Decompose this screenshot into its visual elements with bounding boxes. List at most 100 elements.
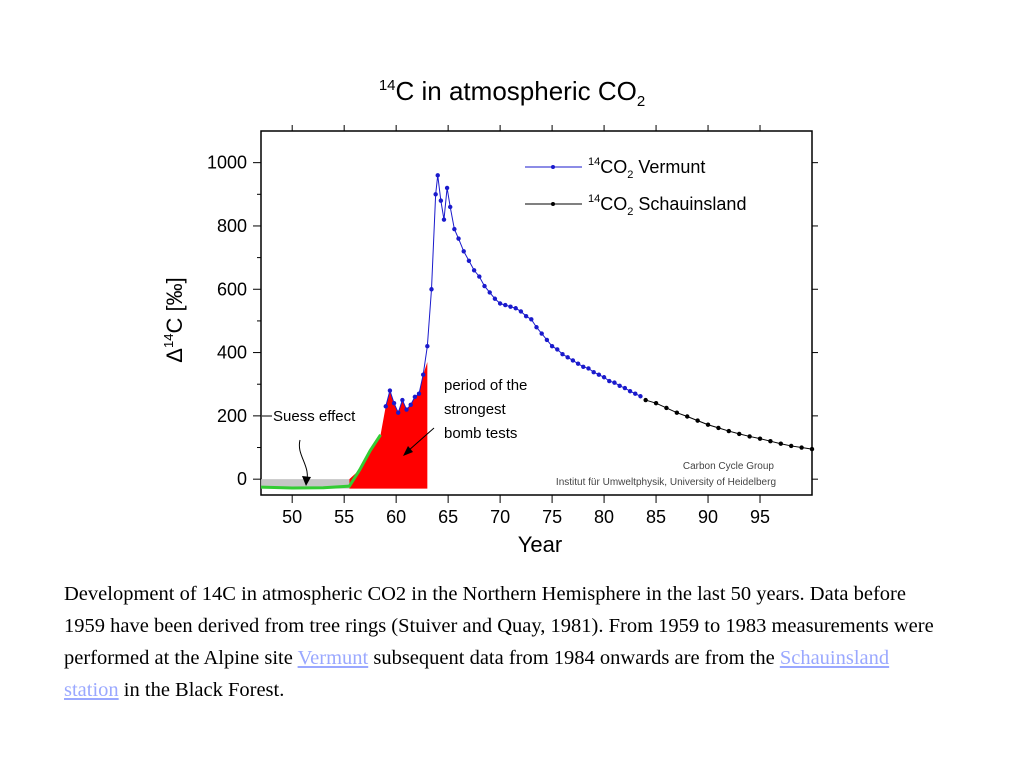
- series-0-point-4: [400, 397, 405, 403]
- series-0-point-10: [425, 344, 430, 349]
- suess-arrowhead: [302, 476, 311, 486]
- bomb-tests-line2: strongest: [444, 401, 507, 418]
- legend-schau-sub: 2: [627, 206, 633, 218]
- chart-title-sub: 2: [637, 93, 645, 110]
- series-0-point-34: [534, 325, 539, 330]
- chart-title-main: C in atmospheric CO: [396, 76, 637, 106]
- series-1-point-7: [716, 425, 721, 431]
- y-tick-label-200: 200: [217, 406, 247, 426]
- series-1-point-11: [757, 436, 763, 441]
- series-0-point-14: [438, 198, 444, 203]
- legend-schau-name: CO: [600, 194, 627, 214]
- x-tick-label-60: 60: [386, 507, 406, 527]
- bomb-tests-line1: period of the: [444, 377, 527, 394]
- y-axis-label-sup: 14: [161, 334, 176, 348]
- series-0-point-39: [560, 351, 565, 357]
- series-0-point-42: [575, 361, 581, 366]
- series-0-point-52: [627, 388, 633, 394]
- credit: Carbon Cycle Group Institut für Umweltph…: [556, 461, 776, 488]
- schauinsland-station-link[interactable]: Schauinsland station: [64, 647, 890, 701]
- tree-ring-line: [260, 434, 382, 490]
- series-0-point-41: [570, 358, 576, 363]
- bomb-tests-arrow: [407, 427, 435, 452]
- chart-points: [383, 173, 815, 452]
- series-0-point-31: [518, 309, 524, 314]
- series-0-point-24: [482, 283, 487, 289]
- series-1-point-1: [653, 401, 659, 406]
- series-0-point-43: [581, 364, 586, 370]
- credit-line-1: Carbon Cycle Group: [683, 461, 775, 472]
- series-1-point-6: [705, 422, 711, 427]
- figure-caption: Development of 14C in atmospheric CO2 in…: [64, 578, 944, 706]
- bomb-tests-arrowhead: [403, 446, 413, 456]
- series-0-point-3: [396, 410, 401, 415]
- series-0-point-32: [523, 313, 529, 319]
- series-1-point-13: [778, 441, 784, 446]
- series-1-point-16: [809, 446, 815, 452]
- legend-marker-vermunt: [551, 165, 555, 169]
- series-0-point-45: [591, 369, 596, 375]
- series-1-point-0: [643, 397, 648, 403]
- legend-label-schauinsland: 14CO2 Schauinsland: [588, 193, 746, 218]
- series-0-point-30: [513, 306, 518, 311]
- series-0-point-9: [420, 372, 426, 377]
- x-tick-label-95: 95: [750, 507, 770, 527]
- series-0-point-47: [601, 375, 607, 380]
- series-0-point-8: [416, 391, 422, 396]
- x-tick-label-85: 85: [646, 507, 666, 527]
- series-0-point-5: [404, 407, 409, 412]
- series-0-point-22: [471, 268, 477, 273]
- series-1-point-9: [737, 431, 742, 437]
- series-0-point-49: [612, 380, 617, 385]
- series-1-point-8: [726, 428, 732, 434]
- legend-label-vermunt: 14CO2 Vermunt: [588, 156, 705, 181]
- y-tick-label-800: 800: [217, 216, 247, 236]
- vermunt-link[interactable]: Vermunt: [297, 647, 369, 669]
- chart-lines: [260, 175, 813, 490]
- series-0-point-38: [555, 347, 560, 352]
- series-0-point-37: [549, 344, 555, 349]
- series-0-point-6: [408, 402, 413, 407]
- series-1-point-4: [685, 414, 690, 419]
- legend-vermunt-name: CO: [600, 157, 627, 177]
- series-1-point-5: [695, 418, 700, 423]
- series-1-point-14: [789, 443, 794, 449]
- axis-ticks: 50 55 60 65 70 75 80 85 90 95 0 200 400 600 800 1000: [207, 125, 818, 527]
- chart-title-sup: 14: [379, 77, 396, 94]
- series-0-point-51: [622, 385, 628, 391]
- series-0-point-7: [412, 394, 418, 400]
- suess-effect-label: Suess effect: [273, 408, 356, 425]
- chart-title: 14C in atmospheric CO2: [379, 76, 645, 110]
- series-1-point-3: [674, 410, 680, 415]
- series-0-point-50: [617, 383, 622, 388]
- series-0-point-44: [586, 366, 591, 371]
- series-0-point-2: [391, 401, 397, 406]
- series-1-point-2: [664, 405, 669, 411]
- x-tick-label-80: 80: [594, 507, 614, 527]
- caption-text-2: subsequent data from 1984 onwards are fr…: [368, 647, 780, 669]
- caption-text-1: Development of 14C in atmospheric CO2 in…: [64, 583, 934, 669]
- series-0-point-46: [596, 372, 602, 377]
- annotation-bomb-tests: period of the strongest bomb tests: [403, 377, 527, 456]
- y-axis-label-prefix: Δ: [162, 348, 187, 363]
- chart-fills: [261, 362, 428, 489]
- series-0-point-17: [448, 204, 453, 210]
- legend-vermunt-sup: 14: [588, 156, 600, 168]
- series-0-point-19: [456, 236, 461, 241]
- y-tick-label-400: 400: [217, 343, 247, 363]
- series-0-point-21: [466, 258, 472, 263]
- legend-schau-suffix: Schauinsland: [633, 194, 746, 214]
- series-0-point-33: [529, 317, 534, 322]
- bomb-tests-line3: bomb tests: [444, 425, 517, 442]
- y-tick-label-0: 0: [237, 469, 247, 489]
- series-0-point-53: [633, 391, 638, 396]
- series-0-point-54: [638, 394, 643, 399]
- series-1-point-15: [799, 445, 804, 450]
- series-0-point-12: [433, 192, 438, 197]
- x-tick-label-65: 65: [438, 507, 458, 527]
- series-0-point-1: [387, 388, 393, 393]
- series-0-point-23: [477, 274, 482, 279]
- y-axis-label: Δ14C [‰]: [161, 277, 187, 362]
- caption-text-3: in the Black Forest.: [118, 679, 285, 701]
- c14-chart: 14C in atmospheric CO2 50 55 60 65 70 75 80 85 9…: [161, 76, 818, 557]
